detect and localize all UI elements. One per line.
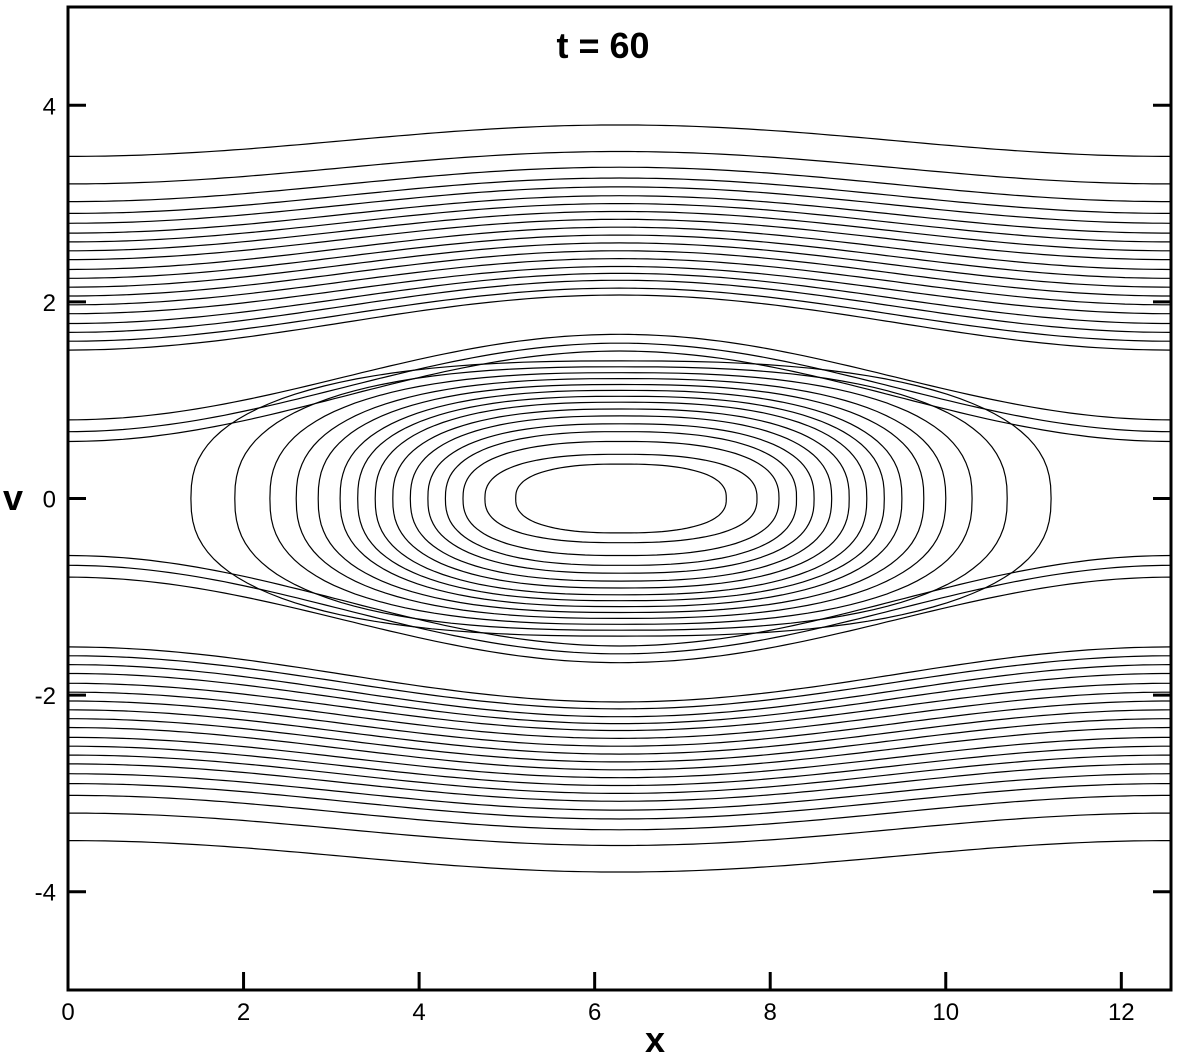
contour-line <box>392 408 850 589</box>
x-tick-label: 0 <box>61 999 74 1026</box>
contour-line <box>374 401 868 596</box>
contour-line <box>68 763 1171 802</box>
contour-line <box>67 350 1172 443</box>
contour-line <box>462 440 780 557</box>
contour-line <box>68 218 1171 261</box>
contour-line <box>67 186 1172 224</box>
contour-line <box>68 150 1171 185</box>
contour-line <box>67 646 1172 703</box>
x-tick-label: 4 <box>412 999 425 1026</box>
y-tick-label: -2 <box>35 683 56 710</box>
x-axis-label: x <box>645 1019 665 1056</box>
contour-line <box>68 794 1171 831</box>
contour-line <box>68 655 1171 710</box>
contour-line <box>68 234 1171 279</box>
contour-line <box>67 294 1172 351</box>
y-tick-label: 4 <box>43 93 56 120</box>
contour-line <box>68 840 1171 873</box>
contour-line <box>339 389 903 608</box>
chart-title: t = 60 <box>556 25 649 66</box>
contour-line <box>68 287 1171 342</box>
contour-line <box>68 812 1171 847</box>
contour-line <box>427 423 815 574</box>
contour-line <box>68 672 1171 725</box>
contour-line <box>68 210 1171 252</box>
contour-line <box>68 124 1171 157</box>
contour-line <box>68 265 1171 315</box>
x-tick-label: 10 <box>932 999 959 1026</box>
y-tick-label: -4 <box>35 880 56 907</box>
contour-line <box>68 718 1171 763</box>
contour-line <box>68 745 1171 787</box>
contour-line <box>67 726 1172 771</box>
contour-line <box>68 700 1171 747</box>
contour-line <box>67 664 1172 718</box>
contour-line <box>67 576 1172 664</box>
contour-line <box>409 415 833 582</box>
contour-line <box>68 272 1171 325</box>
y-tick-label: 0 <box>43 487 56 514</box>
plot-frame <box>66 5 1173 992</box>
contour-line <box>68 166 1171 203</box>
y-axis-label: v <box>3 477 23 518</box>
x-tick-label: 12 <box>1108 999 1135 1026</box>
contour-line <box>67 242 1172 288</box>
contour-line <box>269 372 973 625</box>
contour-line <box>68 177 1171 214</box>
contour-line <box>68 783 1171 820</box>
contour-line <box>67 554 1172 647</box>
contour-line <box>68 691 1171 740</box>
contour-line <box>68 203 1171 243</box>
contour-line <box>484 453 758 544</box>
contour-line <box>68 736 1171 779</box>
contour-line <box>68 250 1171 297</box>
contour-line <box>67 773 1172 811</box>
contour-line <box>67 333 1172 421</box>
contour-line <box>68 257 1171 306</box>
contour-line <box>67 709 1172 755</box>
x-tick-label: 6 <box>588 999 601 1026</box>
y-tick-label: 2 <box>43 290 56 317</box>
contour-line <box>67 226 1172 271</box>
contour-line <box>68 195 1171 234</box>
contour-line <box>68 682 1171 732</box>
contour-line <box>234 366 1008 631</box>
contour-line <box>67 342 1172 433</box>
contour-line <box>295 377 947 620</box>
contour-line <box>67 279 1172 333</box>
contour-line <box>68 754 1171 794</box>
contour-line <box>357 395 885 602</box>
contour-line <box>317 383 925 614</box>
contour-line <box>190 360 1052 637</box>
contour-line <box>444 431 798 566</box>
x-tick-label: 8 <box>764 999 777 1026</box>
x-tick-label: 2 <box>237 999 250 1026</box>
contour-line <box>515 463 727 534</box>
contour-line <box>67 564 1172 655</box>
